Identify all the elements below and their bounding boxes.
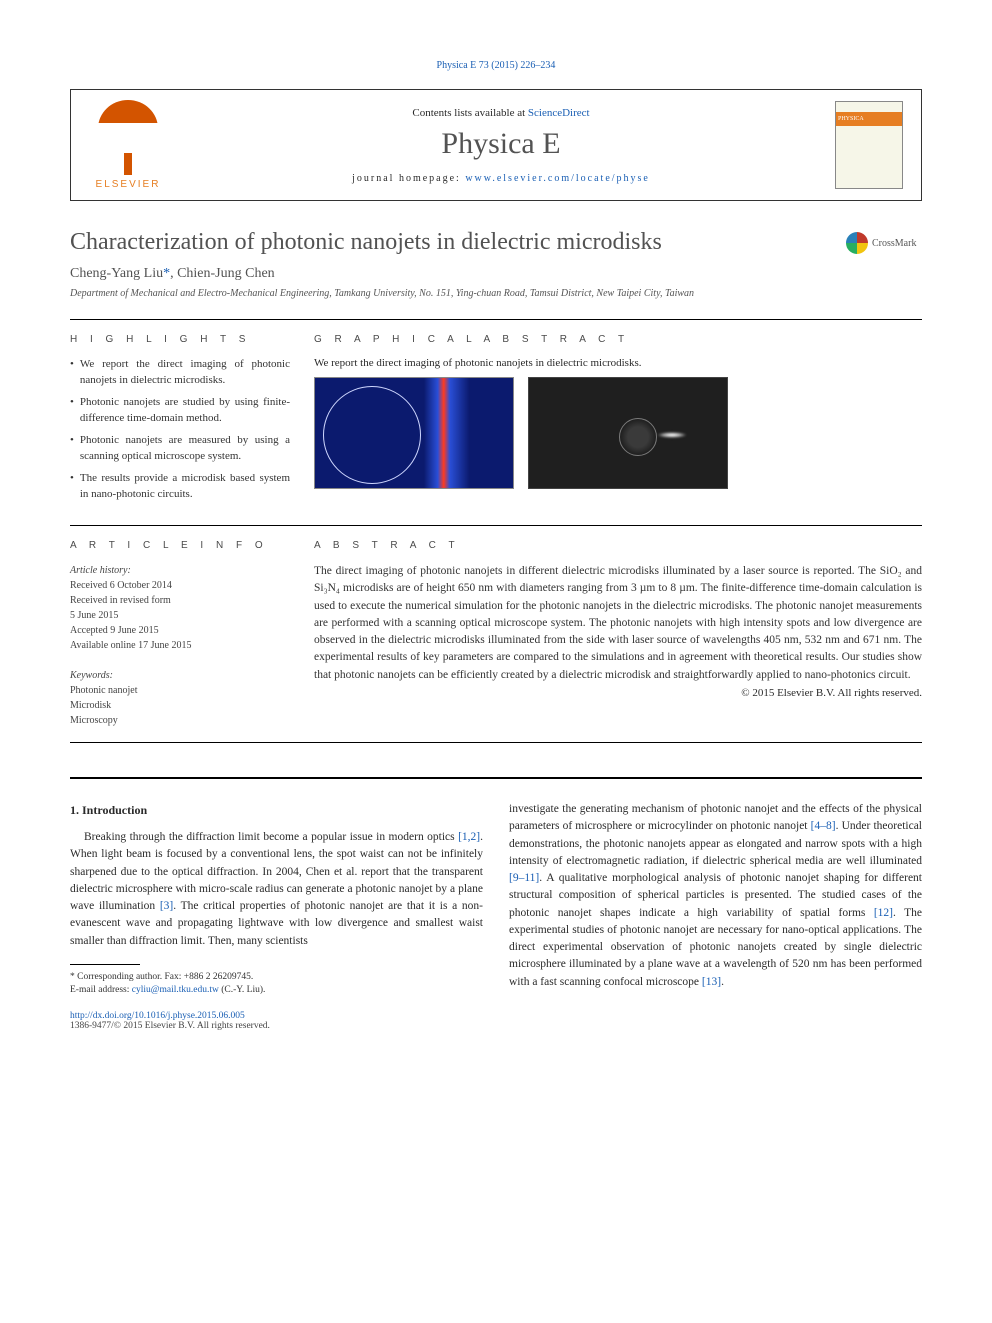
- author-rest: , Chien-Jung Chen: [170, 266, 275, 281]
- ga-images: [314, 377, 922, 489]
- intro-para-2: investigate the generating mechanism of …: [509, 801, 922, 991]
- authors-line: Cheng-Yang Liu*, Chien-Jung Chen: [70, 266, 922, 282]
- keywords-head: Keywords:: [70, 668, 290, 683]
- highlight-item: Photonic nanojets are measured by using …: [70, 433, 290, 465]
- history-revised: Received in revised form: [70, 593, 290, 608]
- keyword: Microdisk: [70, 698, 290, 713]
- highlight-item: We report the direct imaging of photonic…: [70, 357, 290, 389]
- highlight-item: Photonic nanojets are studied by using f…: [70, 395, 290, 427]
- doi-link[interactable]: http://dx.doi.org/10.1016/j.physe.2015.0…: [70, 1011, 245, 1021]
- contents-line: Contents lists available at ScienceDirec…: [167, 107, 835, 119]
- ref-link[interactable]: [1,2]: [458, 831, 480, 843]
- footnote-separator: [70, 964, 140, 965]
- homepage-prefix: journal homepage:: [352, 173, 465, 184]
- cover-band: PHYSICA: [836, 112, 902, 126]
- article-title: Characterization of photonic nanojets in…: [70, 229, 662, 256]
- elsevier-logo: ELSEVIER: [89, 100, 167, 190]
- highlights-head: H I G H L I G H T S: [70, 334, 290, 345]
- history-received: Received 6 October 2014: [70, 578, 290, 593]
- journal-reference: Physica E 73 (2015) 226–234: [70, 60, 922, 71]
- highlight-item: The results provide a microdisk based sy…: [70, 471, 290, 503]
- footnotes: * Corresponding author. Fax: +886 2 2620…: [70, 971, 483, 998]
- homepage-line: journal homepage: www.elsevier.com/locat…: [167, 173, 835, 184]
- ga-head: G R A P H I C A L A B S T R A C T: [314, 334, 922, 345]
- intro-para-1: Breaking through the diffraction limit b…: [70, 829, 483, 950]
- crossmark-icon: [846, 232, 868, 254]
- rule-top: [70, 319, 922, 320]
- doi-block: http://dx.doi.org/10.1016/j.physe.2015.0…: [70, 1011, 922, 1031]
- keyword: Photonic nanojet: [70, 683, 290, 698]
- ref-link[interactable]: [3]: [160, 900, 173, 912]
- author-1: Cheng-Yang Liu: [70, 266, 163, 281]
- history-accepted: Accepted 9 June 2015: [70, 623, 290, 638]
- rule-abstract-bottom: [70, 742, 922, 743]
- ref-link[interactable]: [4–8]: [811, 820, 836, 832]
- rule-mid: [70, 525, 922, 526]
- sciencedirect-link[interactable]: ScienceDirect: [528, 107, 590, 119]
- elsevier-text: ELSEVIER: [96, 179, 161, 190]
- ga-simulation-image: [314, 377, 514, 489]
- ga-experiment-image: [528, 377, 728, 489]
- crossmark-label: CrossMark: [872, 238, 916, 249]
- abstract-head: A B S T R A C T: [314, 540, 922, 551]
- affiliation: Department of Mechanical and Electro-Mec…: [70, 288, 922, 299]
- contents-prefix: Contents lists available at: [412, 107, 527, 119]
- issn-line: 1386-9477/© 2015 Elsevier B.V. All right…: [70, 1021, 922, 1031]
- journal-header-box: ELSEVIER Contents lists available at Sci…: [70, 89, 922, 201]
- article-info: Article history: Received 6 October 2014…: [70, 563, 290, 728]
- journal-name: Physica E: [167, 127, 835, 161]
- ga-text: We report the direct imaging of photonic…: [314, 357, 922, 369]
- abstract-text: The direct imaging of photonic nanojets …: [314, 563, 922, 684]
- crossmark-badge[interactable]: CrossMark: [846, 229, 922, 257]
- body-columns: 1. Introduction Breaking through the dif…: [70, 801, 922, 997]
- double-rule: [70, 777, 922, 779]
- corr-footnote: * Corresponding author. Fax: +886 2 2620…: [70, 971, 483, 984]
- intro-heading: 1. Introduction: [70, 801, 483, 819]
- article-info-head: A R T I C L E I N F O: [70, 540, 290, 551]
- elsevier-tree-icon: [98, 100, 158, 157]
- keyword: Microscopy: [70, 713, 290, 728]
- journal-cover-thumb: PHYSICA: [835, 101, 903, 189]
- history-revised-date: 5 June 2015: [70, 608, 290, 623]
- history-head: Article history:: [70, 563, 290, 578]
- email-after: (C.-Y. Liu).: [219, 985, 266, 995]
- highlights-list: We report the direct imaging of photonic…: [70, 357, 290, 503]
- ref-link[interactable]: [9–11]: [509, 872, 539, 884]
- email-link[interactable]: cyliu@mail.tku.edu.tw: [132, 985, 219, 995]
- email-label: E-mail address:: [70, 985, 132, 995]
- history-online: Available online 17 June 2015: [70, 638, 290, 653]
- abstract-copyright: © 2015 Elsevier B.V. All rights reserved…: [314, 687, 922, 699]
- ref-link[interactable]: [13]: [702, 976, 721, 988]
- ref-link[interactable]: [12]: [874, 907, 893, 919]
- homepage-link[interactable]: www.elsevier.com/locate/physe: [465, 173, 650, 184]
- header-center: Contents lists available at ScienceDirec…: [167, 107, 835, 184]
